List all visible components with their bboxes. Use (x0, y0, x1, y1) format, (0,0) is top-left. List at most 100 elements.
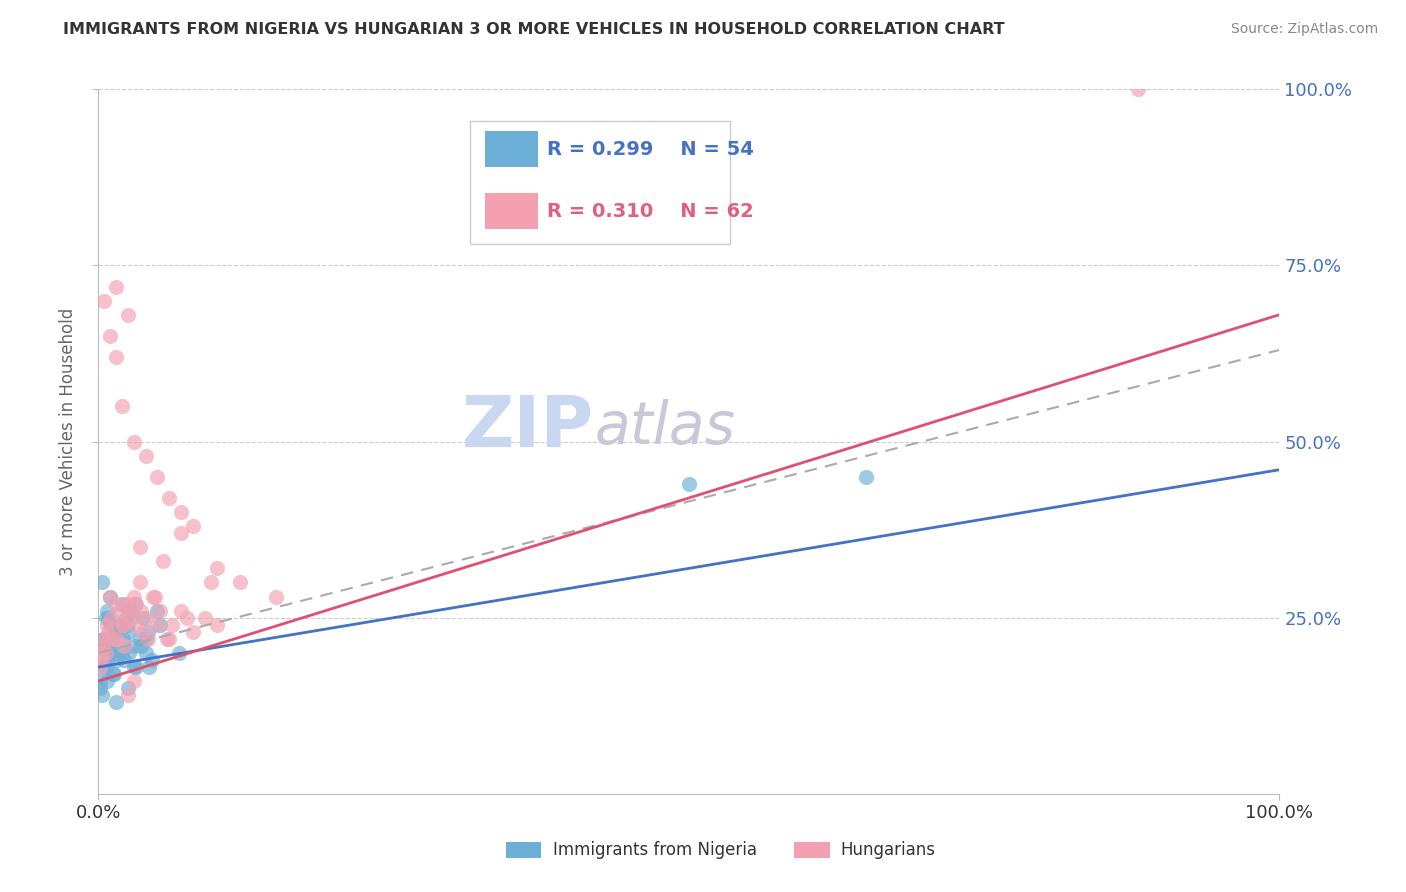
Point (129, 604, 152, 618)
Point (264, 590, 287, 604)
Point (94, 610, 117, 624)
Point (93, 293, 115, 308)
Point (111, 617, 134, 632)
Point (117, 681, 139, 696)
Point (103, 667, 125, 681)
Point (105, 632, 128, 646)
Point (124, 597, 146, 611)
Point (141, 653, 163, 667)
Point (855, 469, 877, 483)
Point (125, 660, 148, 674)
Point (98, 590, 121, 604)
Point (105, 646, 128, 660)
Point (170, 526, 193, 541)
Point (229, 575, 252, 590)
Point (89, 681, 111, 696)
Point (129, 639, 152, 653)
Point (1126, 82, 1149, 96)
Point (98, 328, 121, 343)
Point (176, 610, 198, 624)
Point (152, 554, 174, 568)
Bar (485, 131, 537, 167)
Point (167, 646, 190, 660)
Point (105, 624, 128, 639)
Point (91, 646, 114, 660)
Point (108, 604, 131, 618)
Point (157, 632, 180, 646)
Point (91, 575, 114, 590)
Point (156, 632, 179, 646)
Point (117, 624, 139, 639)
Point (122, 660, 145, 674)
Point (146, 604, 169, 618)
Text: Hungarians: Hungarians (841, 841, 936, 859)
Point (124, 617, 146, 632)
Point (128, 575, 150, 590)
Point (100, 610, 122, 624)
Point (136, 624, 159, 639)
Point (98, 646, 121, 660)
Text: Immigrants from Nigeria: Immigrants from Nigeria (553, 841, 756, 859)
Point (205, 617, 228, 632)
Point (101, 632, 124, 646)
Bar (485, 194, 537, 228)
Point (194, 610, 217, 624)
Point (121, 604, 143, 618)
Point (112, 653, 135, 667)
Point (205, 561, 228, 575)
Y-axis label: 3 or more Vehicles in Household: 3 or more Vehicles in Household (59, 308, 77, 575)
Point (114, 610, 136, 624)
Point (112, 639, 135, 653)
Point (94, 646, 117, 660)
Text: R = 0.299    N = 54: R = 0.299 N = 54 (547, 139, 754, 159)
Text: IMMIGRANTS FROM NIGERIA VS HUNGARIAN 3 OR MORE VEHICLES IN HOUSEHOLD CORRELATION: IMMIGRANTS FROM NIGERIA VS HUNGARIAN 3 O… (63, 22, 1005, 37)
Point (149, 617, 172, 632)
Point (117, 688, 139, 702)
Point (93, 632, 115, 646)
Point (90, 660, 112, 674)
Point (97, 653, 120, 667)
Point (128, 632, 150, 646)
Text: ZIP: ZIP (463, 393, 595, 462)
Point (96, 604, 118, 618)
Point (136, 632, 159, 646)
Point (98, 590, 121, 604)
Point (93, 639, 115, 653)
Point (146, 617, 169, 632)
Point (105, 653, 128, 667)
Point (118, 646, 141, 660)
Point (125, 597, 148, 611)
Point (89, 674, 111, 689)
Point (170, 505, 193, 519)
Point (101, 632, 124, 646)
Point (91, 688, 114, 702)
Point (138, 660, 160, 674)
Point (97, 610, 120, 624)
Point (128, 540, 150, 554)
Point (90, 653, 112, 667)
Point (115, 597, 138, 611)
Point (101, 667, 124, 681)
Point (135, 449, 157, 463)
Point (111, 597, 134, 611)
Point (96, 617, 118, 632)
Point (135, 646, 157, 660)
Point (181, 519, 204, 533)
Point (112, 632, 135, 646)
Point (100, 617, 122, 632)
Point (89, 660, 111, 674)
Text: atlas: atlas (595, 399, 735, 456)
Point (135, 632, 157, 646)
Point (170, 604, 193, 618)
Point (122, 639, 145, 653)
Point (160, 617, 183, 632)
Point (122, 434, 145, 449)
Point (122, 674, 145, 689)
Point (97, 624, 120, 639)
Point (117, 308, 139, 322)
Point (105, 597, 128, 611)
Text: Source: ZipAtlas.com: Source: ZipAtlas.com (1230, 22, 1378, 37)
Point (94, 660, 117, 674)
Point (117, 617, 139, 632)
Point (105, 695, 128, 709)
